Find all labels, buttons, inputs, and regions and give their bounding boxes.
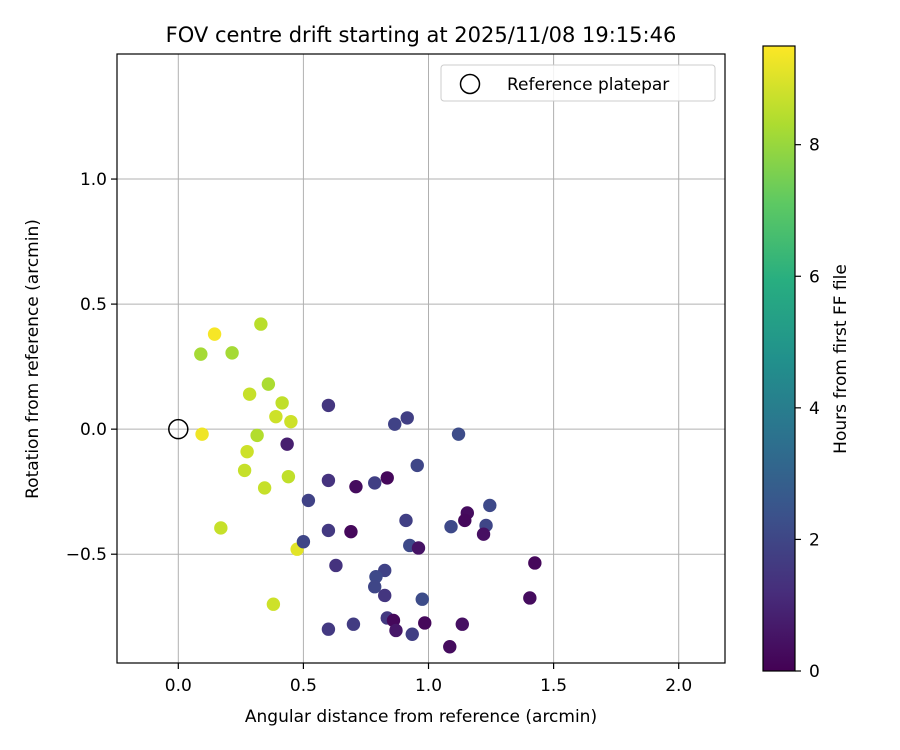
scatter-point [369, 570, 383, 584]
scatter-point [281, 469, 296, 484]
scatter-point [378, 588, 392, 603]
scatter-point [275, 396, 289, 410]
scatter-point [528, 556, 542, 570]
scatter-point [280, 437, 294, 451]
scatter-point [444, 519, 458, 534]
scatter-point [349, 479, 363, 494]
scatter-point [266, 597, 281, 611]
scatter-point [451, 427, 466, 441]
data-points [194, 317, 542, 654]
scatter-point [476, 527, 491, 541]
x-tick-label: 0.5 [290, 676, 317, 696]
reference-marker [168, 418, 189, 440]
scatter-point [301, 493, 316, 508]
scatter-point [321, 622, 336, 636]
x-axis-label: Angular distance from reference (arcmin) [245, 707, 597, 727]
colorbar-tick-label: 6 [809, 267, 820, 287]
scatter-point [321, 398, 336, 413]
x-tick-label: 0.0 [165, 676, 192, 696]
y-axis-label: Rotation from reference (arcmin) [23, 219, 43, 499]
scatter-point [389, 623, 403, 638]
x-ticks: 0.0 0.5 1.0 1.5 2.0 [165, 663, 692, 696]
scatter-point [284, 414, 298, 429]
legend: Reference platepar [440, 64, 716, 102]
scatter-point [257, 481, 272, 495]
scatter-point [418, 616, 432, 630]
colorbar-tick-label: 8 [809, 136, 820, 156]
scatter-point [386, 613, 401, 628]
reference-layer [168, 418, 189, 440]
scatter-point [321, 473, 336, 488]
scatter-point [240, 444, 254, 459]
scatter-point [368, 580, 382, 594]
legend-marker-icon [459, 73, 481, 95]
scatter-point [400, 411, 414, 425]
y-tick-label: 1.0 [80, 170, 107, 190]
colorbar-label: Hours from first FF file [831, 264, 851, 454]
scatter-point [207, 327, 222, 341]
scatter-point [194, 347, 208, 361]
scatter-point [329, 558, 343, 573]
scatter-point [399, 513, 413, 528]
scatter-point [380, 471, 394, 485]
scatter-point [415, 592, 429, 606]
scatter-point [195, 427, 209, 441]
y-tick-label: −0.5 [66, 545, 107, 565]
scatter-point [410, 458, 424, 473]
scatter-point [214, 521, 228, 535]
scatter-point [296, 535, 311, 549]
colorbar-tick-label: 2 [809, 530, 820, 550]
colorbar-gradient [762, 45, 796, 672]
colorbar-tick-label: 4 [809, 399, 820, 419]
legend-label: Reference platepar [507, 75, 669, 95]
colorbar-tick-label: 0 [809, 662, 820, 682]
colorbar: 0 2 4 6 8 Hours from first FF file [762, 45, 851, 682]
scatter-point [483, 498, 497, 513]
scatter-point [411, 541, 426, 555]
x-tick-label: 1.5 [540, 676, 567, 696]
scatter-point [405, 627, 419, 641]
chart-title: FOV centre drift starting at 2025/11/08 … [166, 23, 677, 47]
scatter-point [254, 317, 268, 331]
grid-lines [117, 54, 725, 663]
scatter-point [523, 591, 537, 605]
plot-frame [116, 53, 726, 664]
scatter-point [242, 387, 257, 401]
scatter-point [346, 617, 361, 631]
x-tick-label: 2.0 [665, 676, 692, 696]
scatter-point [458, 513, 472, 528]
colorbar-ticks: 0 2 4 6 8 [795, 136, 820, 682]
y-tick-label: 0.0 [80, 420, 107, 440]
scatter-point [225, 346, 239, 360]
scatter-point [388, 417, 402, 431]
scatter-point [321, 523, 336, 538]
y-ticks: −0.5 0.0 0.5 1.0 [66, 170, 117, 565]
scatter-point [237, 463, 252, 478]
legend-box [440, 64, 716, 102]
scatter-point [344, 524, 358, 539]
scatter-point [269, 409, 283, 424]
scatter-point [250, 428, 264, 443]
y-tick-label: 0.5 [80, 295, 107, 315]
scatter-point [368, 476, 382, 490]
scatter-point [443, 640, 457, 654]
scatter-point [261, 377, 276, 391]
scatter-point [455, 617, 469, 631]
x-tick-label: 1.0 [415, 676, 442, 696]
